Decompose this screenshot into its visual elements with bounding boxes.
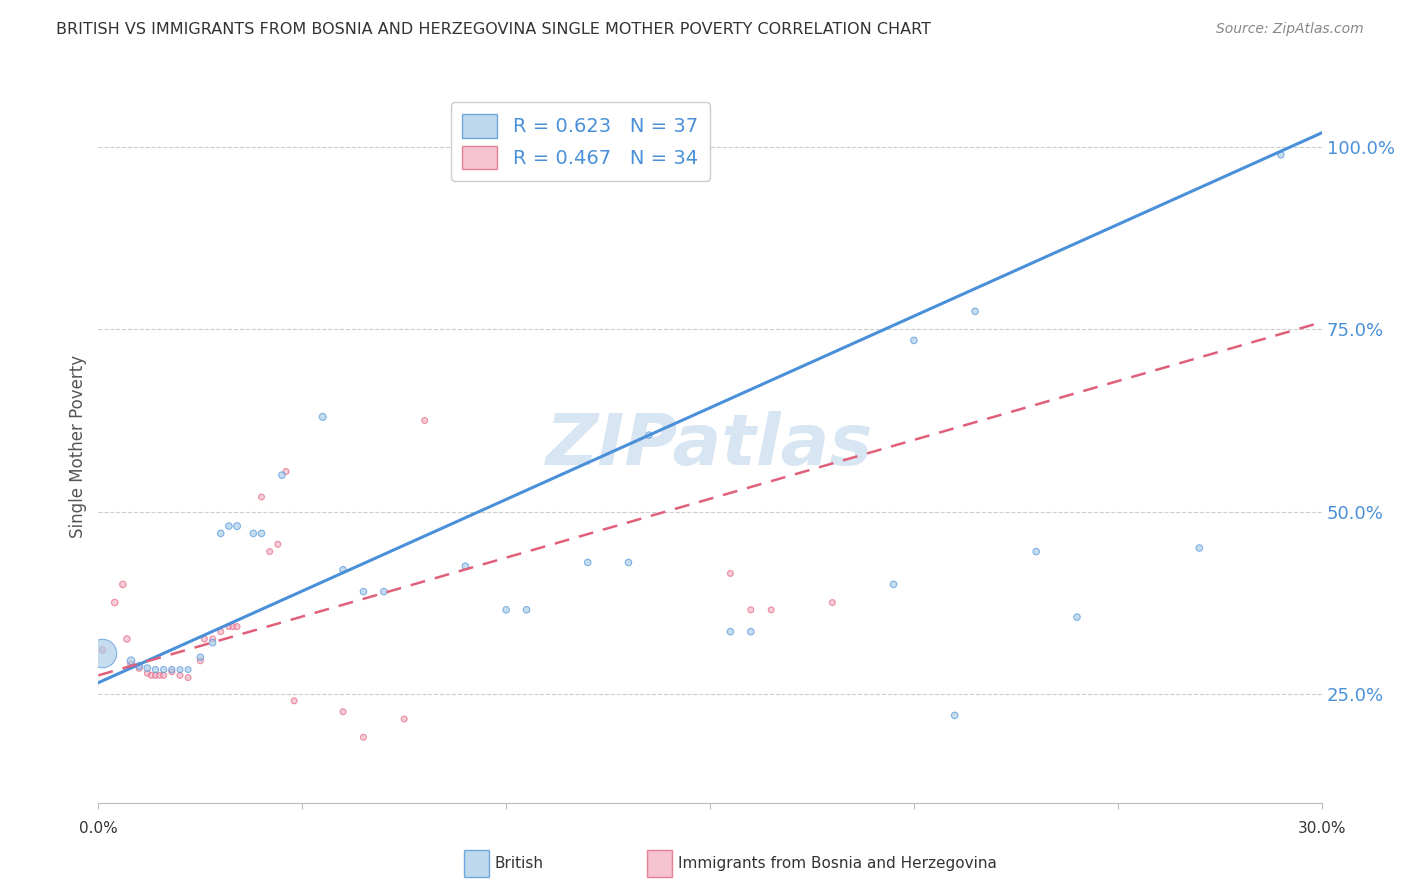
Point xyxy=(141,668,163,682)
Point xyxy=(201,635,224,649)
Point xyxy=(903,334,925,348)
Point xyxy=(352,584,374,599)
Point xyxy=(392,712,416,726)
Point xyxy=(193,632,215,646)
Point xyxy=(177,671,200,685)
Point xyxy=(267,537,290,551)
Point xyxy=(943,708,966,723)
Point xyxy=(160,665,183,679)
Point xyxy=(152,668,174,682)
Point xyxy=(259,544,281,558)
Point xyxy=(883,577,905,591)
Point xyxy=(720,566,742,581)
Point xyxy=(454,559,477,574)
Point xyxy=(226,519,249,533)
Y-axis label: Single Mother Poverty: Single Mother Poverty xyxy=(69,354,87,538)
Text: 30.0%: 30.0% xyxy=(1298,821,1346,836)
Point xyxy=(136,666,159,681)
Point xyxy=(761,603,783,617)
Point xyxy=(740,624,762,639)
Point xyxy=(270,468,294,483)
Point xyxy=(250,490,273,504)
Point xyxy=(177,663,200,677)
Point xyxy=(91,643,114,657)
Point xyxy=(128,659,150,673)
Point xyxy=(160,663,183,677)
Point xyxy=(283,694,305,708)
Point xyxy=(1025,544,1047,558)
Point xyxy=(821,596,844,610)
Legend: R = 0.623   N = 37, R = 0.467   N = 34: R = 0.623 N = 37, R = 0.467 N = 34 xyxy=(451,103,710,181)
Point xyxy=(169,668,191,682)
Text: Immigrants from Bosnia and Herzegovina: Immigrants from Bosnia and Herzegovina xyxy=(678,856,997,871)
Point xyxy=(169,663,191,677)
Point xyxy=(188,654,212,668)
Point xyxy=(617,556,640,570)
Point xyxy=(209,624,232,639)
Point xyxy=(149,668,172,682)
Point xyxy=(226,619,249,633)
Point xyxy=(152,663,174,677)
Point xyxy=(274,465,297,479)
Point xyxy=(352,731,374,745)
Point xyxy=(373,584,395,599)
Point xyxy=(209,526,232,541)
Point xyxy=(201,632,224,646)
Point xyxy=(218,519,240,533)
Text: Source: ZipAtlas.com: Source: ZipAtlas.com xyxy=(1216,22,1364,37)
Point xyxy=(111,577,134,591)
Point xyxy=(188,650,212,665)
Point xyxy=(222,619,245,633)
Point xyxy=(120,654,142,668)
Text: British: British xyxy=(495,856,544,871)
Point xyxy=(495,603,517,617)
Point xyxy=(104,596,127,610)
Point xyxy=(740,603,762,617)
Point xyxy=(1188,541,1211,555)
Point xyxy=(1270,147,1292,161)
Text: 0.0%: 0.0% xyxy=(79,821,118,836)
Point xyxy=(720,624,742,639)
Text: ZIPatlas: ZIPatlas xyxy=(547,411,873,481)
Point xyxy=(145,668,167,682)
Point xyxy=(332,705,354,719)
Point xyxy=(145,663,167,677)
Point xyxy=(136,661,159,675)
Point xyxy=(332,563,354,577)
Point xyxy=(638,428,661,442)
Point xyxy=(120,657,142,672)
Point xyxy=(242,526,264,541)
Point xyxy=(965,304,987,318)
Point xyxy=(576,556,599,570)
Point xyxy=(250,526,273,541)
Point xyxy=(1066,610,1088,624)
Point xyxy=(91,647,114,661)
Point xyxy=(115,632,138,646)
Point xyxy=(516,603,538,617)
Point xyxy=(312,409,335,424)
Point xyxy=(413,413,436,427)
Point xyxy=(218,619,240,633)
Text: BRITISH VS IMMIGRANTS FROM BOSNIA AND HERZEGOVINA SINGLE MOTHER POVERTY CORRELAT: BRITISH VS IMMIGRANTS FROM BOSNIA AND HE… xyxy=(56,22,931,37)
Point xyxy=(128,661,150,675)
